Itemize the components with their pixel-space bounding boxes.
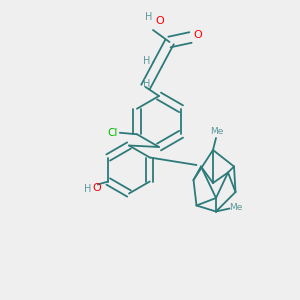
Text: H: H xyxy=(145,11,152,22)
Text: Me: Me xyxy=(210,127,223,136)
Text: H: H xyxy=(143,56,151,67)
Text: H: H xyxy=(83,184,91,194)
Text: O: O xyxy=(155,16,164,26)
Text: Me: Me xyxy=(230,202,243,211)
Text: Cl: Cl xyxy=(108,128,118,138)
Text: O: O xyxy=(92,183,101,194)
Text: O: O xyxy=(194,29,202,40)
Text: H: H xyxy=(143,79,151,89)
